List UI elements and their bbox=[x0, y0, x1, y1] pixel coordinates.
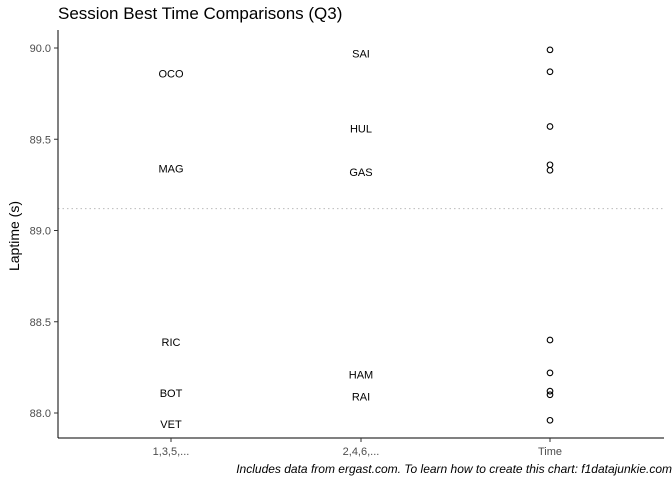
driver-label: HAM bbox=[349, 370, 373, 382]
data-point bbox=[546, 416, 554, 424]
data-point bbox=[546, 68, 554, 76]
driver-label: GAS bbox=[349, 167, 372, 179]
data-point bbox=[546, 161, 554, 169]
y-axis-label: Laptime (s) bbox=[6, 201, 22, 271]
data-point bbox=[546, 46, 554, 54]
x-axis-ticks: 1,3,5,... 2,4,6,... Time bbox=[153, 438, 562, 458]
driver-label: SAI bbox=[352, 48, 370, 60]
data-point bbox=[546, 387, 554, 395]
driver-label: RAI bbox=[352, 392, 370, 404]
data-point bbox=[546, 166, 554, 174]
y-axis-ticks: 88.0 88.5 89.0 89.5 90.0 bbox=[30, 43, 58, 420]
data-point bbox=[546, 391, 554, 399]
y-tick-label: 89.0 bbox=[30, 226, 51, 238]
driver-label: RIC bbox=[162, 337, 181, 349]
driver-label: VET bbox=[160, 419, 182, 431]
chart-title: Session Best Time Comparisons (Q3) bbox=[58, 4, 343, 23]
data-point bbox=[546, 369, 554, 377]
chart-caption: Includes data from ergast.com. To learn … bbox=[236, 462, 672, 476]
driver-label: HUL bbox=[350, 123, 372, 135]
driver-label: OCO bbox=[158, 69, 184, 81]
driver-label: MAG bbox=[158, 163, 183, 175]
x-tick-label: 2,4,6,... bbox=[343, 446, 380, 458]
data-marks: OCO MAG RIC BOT VET SAI HUL GAS HAM RAI bbox=[158, 46, 554, 431]
data-point bbox=[546, 336, 554, 344]
x-tick-label: 1,3,5,... bbox=[153, 446, 190, 458]
y-tick-label: 88.5 bbox=[30, 317, 51, 329]
x-tick-label: Time bbox=[538, 446, 562, 458]
y-tick-label: 90.0 bbox=[30, 43, 51, 55]
driver-label: BOT bbox=[160, 388, 183, 400]
y-tick-label: 88.0 bbox=[30, 408, 51, 420]
y-tick-label: 89.5 bbox=[30, 134, 51, 146]
data-point bbox=[546, 123, 554, 130]
